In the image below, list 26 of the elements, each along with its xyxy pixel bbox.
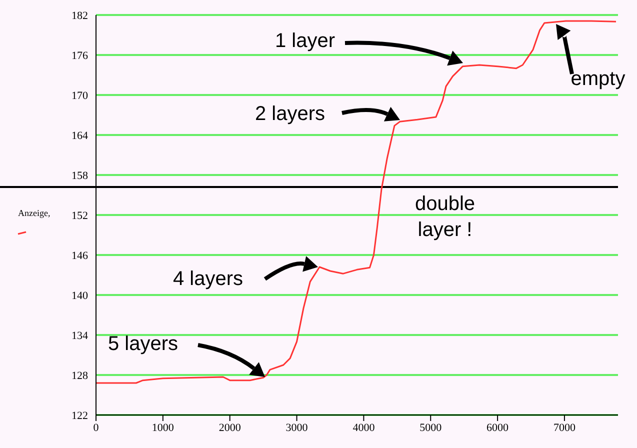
x-tick-label: 6000 [486,422,510,434]
y-tick-label: 134 [72,330,88,342]
y-tick-label: 176 [72,50,88,62]
y-tick-label: 164 [72,130,88,142]
y-tick-label: 146 [72,250,88,262]
y-tick-label: 152 [72,210,88,222]
y-tick-label: 170 [72,90,88,102]
y-tick-label: 182 [72,10,88,22]
text: Anzeige, [18,208,50,218]
annotation: 4 layers [172,268,244,290]
annotation: 2 layers [254,103,326,125]
x-tick-label: 1000 [152,422,174,434]
x-tick-label: 5000 [420,422,442,434]
x-tick-label: 2000 [218,422,242,434]
annotation: 5 layers [108,333,178,355]
y-tick-label: 158 [72,170,88,182]
x-tick-label: 7000 [553,422,576,434]
x-tick-label: 4000 [352,422,376,434]
x-tick-label: 0 [93,422,100,434]
y-tick-label: 128 [72,370,88,382]
annotation: double layer ! [414,193,476,241]
annotation: empty [570,68,626,90]
y-tick-label: 122 [72,410,88,422]
annotation: 1 layer [274,30,336,52]
y-tick-label: 140 [72,290,88,302]
x-tick-label: 3000 [286,422,308,434]
